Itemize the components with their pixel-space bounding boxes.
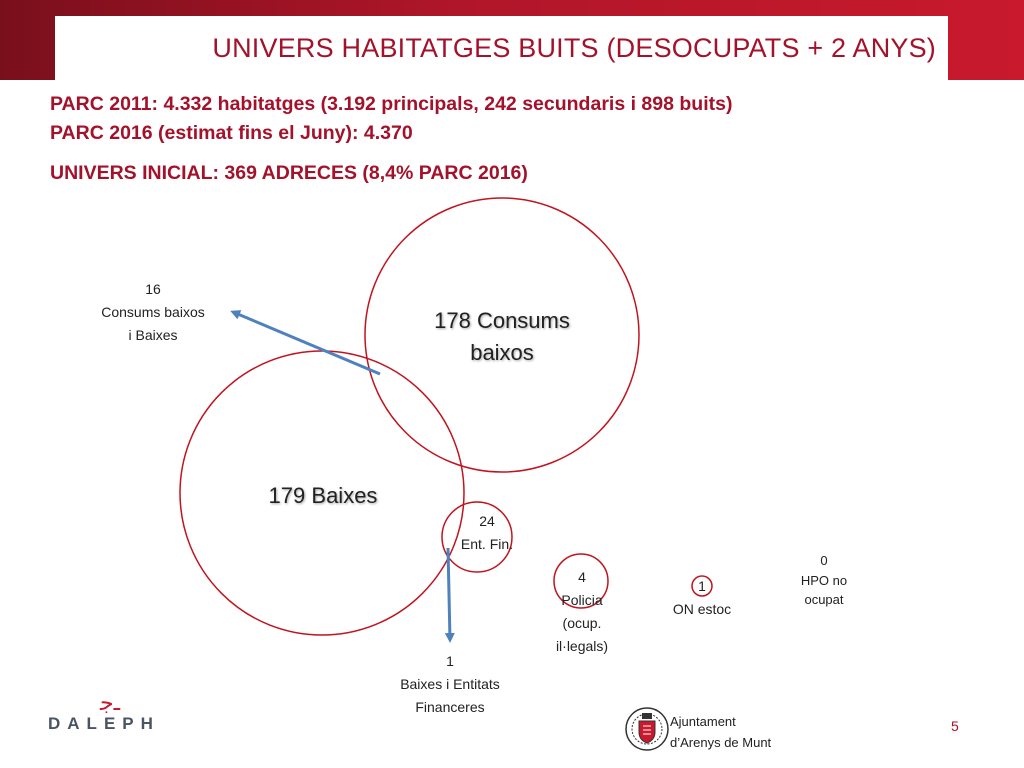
baixes-text: Baixes xyxy=(311,483,378,508)
info-parc-2016: PARC 2016 (estimat fins el Juny): 4.370 xyxy=(50,122,413,144)
ajuntament-line-2: d’Arenys de Munt xyxy=(670,734,772,750)
baixes-value: 179 xyxy=(268,483,306,508)
circle-estoc xyxy=(691,575,713,597)
circle-consums-baixos xyxy=(364,197,640,473)
estoc-text: ON estoc xyxy=(672,601,732,618)
page-title: UNIVERS HABITATGES BUITS (DESOCUPATS + 2… xyxy=(212,32,936,63)
consums-value: 178 xyxy=(434,308,471,333)
hpo-label: 0 HPO no ocupat xyxy=(774,551,874,610)
title-box: UNIVERS HABITATGES BUITS (DESOCUPATS + 2… xyxy=(55,16,948,80)
overlap-label: 16 Consums baixos i Baixes xyxy=(83,278,223,347)
ajuntament-seal-icon xyxy=(625,707,669,751)
daleph-mark-icon: ـﺟ xyxy=(100,690,121,715)
policia-label-3: il·legals) xyxy=(555,638,609,655)
hpo-value: 0 xyxy=(820,553,828,568)
daleph-logo: ـﺟ DALEPH xyxy=(48,690,168,740)
policia-value: 4 xyxy=(578,569,586,585)
circle-policia xyxy=(553,553,609,609)
baixes-entitats-label-2: Financeres xyxy=(415,699,485,716)
consums-label-2: baixos xyxy=(470,339,534,365)
policia-label-1: Policia xyxy=(561,592,603,609)
consums-baixos-label: 178 Consums baixos xyxy=(414,305,590,369)
baixes-label: 179 Baixes xyxy=(248,480,398,512)
baixes-entitats-label-1: Baixes i Entitats xyxy=(400,676,500,693)
estoc-value: 1 xyxy=(698,578,706,594)
overlap-value: 16 xyxy=(145,281,161,297)
page-number: 5 xyxy=(951,718,959,734)
estoc-label: 1 ON estoc xyxy=(652,575,752,621)
entitats-text: Ent. Fin. xyxy=(460,536,514,553)
hpo-label-2: ocupat xyxy=(804,592,844,607)
policia-label: 4 Policia (ocup. il·legals) xyxy=(536,566,628,658)
overlap-label-1: Consums baixos xyxy=(101,304,205,321)
arrow-overlap xyxy=(230,310,381,376)
hpo-label-1: HPO no xyxy=(800,572,848,588)
daleph-wordmark: DALEPH xyxy=(48,714,160,733)
ajuntament-label: Ajuntament d’Arenys de Munt xyxy=(670,712,771,754)
info-parc-2011: PARC 2011: 4.332 habitatges (3.192 princ… xyxy=(50,93,733,115)
policia-label-2: (ocup. xyxy=(562,615,602,632)
arrow-baixes-entitats xyxy=(444,547,455,643)
circle-entitats xyxy=(441,501,513,573)
baixes-entitats-label: 1 Baixes i Entitats Financeres xyxy=(370,650,530,719)
info-univers-inicial: UNIVERS INICIAL: 369 ADRECES (8,4% PARC … xyxy=(50,162,528,184)
ajuntament-line-1: Ajuntament xyxy=(670,714,736,729)
baixes-entitats-value: 1 xyxy=(446,653,454,669)
overlap-label-2: i Baixes xyxy=(128,327,178,344)
entitats-value: 24 xyxy=(479,513,495,529)
consums-label-1: Consums xyxy=(476,308,570,333)
entitats-label: 24 Ent. Fin. xyxy=(447,510,527,556)
